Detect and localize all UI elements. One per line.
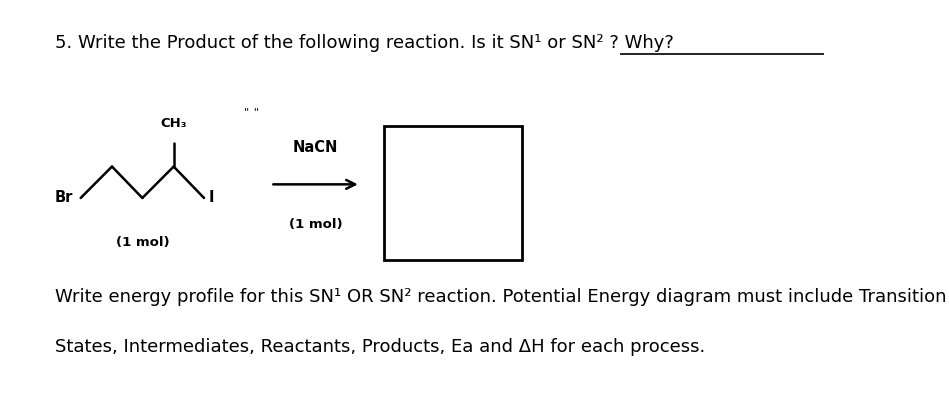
Text: (1 mol): (1 mol) — [116, 235, 169, 249]
Text: I: I — [209, 191, 214, 205]
Text: Br: Br — [55, 191, 73, 205]
Text: 5. Write the Product of the following reaction. Is it SN¹ or SN² ? Why?: 5. Write the Product of the following re… — [55, 34, 674, 52]
Text: NaCN: NaCN — [293, 140, 338, 155]
Text: States, Intermediates, Reactants, Products, Ea and ΔH for each process.: States, Intermediates, Reactants, Produc… — [55, 338, 705, 356]
Text: "  ": " " — [244, 108, 259, 118]
Bar — [384, 126, 522, 260]
Text: (1 mol): (1 mol) — [288, 218, 343, 231]
Text: CH₃: CH₃ — [160, 117, 187, 130]
Text: Write energy profile for this SN¹ OR SN² reaction. Potential Energy diagram must: Write energy profile for this SN¹ OR SN²… — [55, 288, 946, 306]
